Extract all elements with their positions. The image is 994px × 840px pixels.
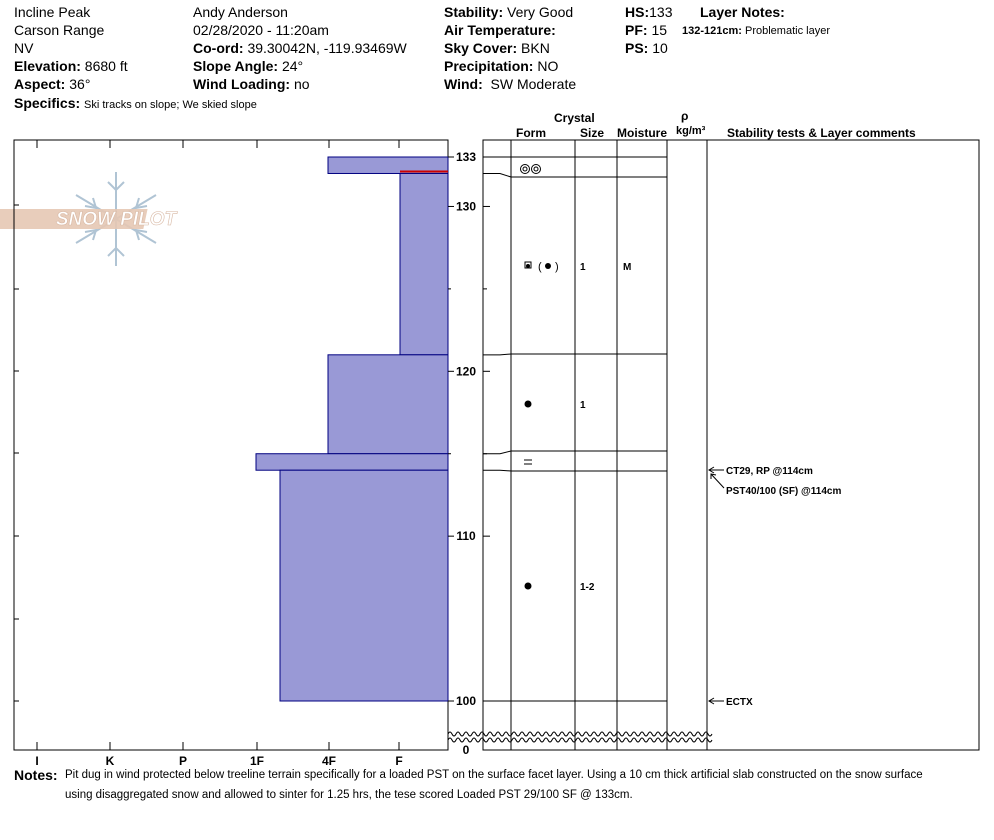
- hardness-axis-label: 1F: [250, 754, 264, 768]
- notes-line-1: Pit dug in wind protected below treeline…: [65, 769, 923, 781]
- form-header: Form: [516, 126, 546, 140]
- hardness-axis-label: 4F: [322, 754, 336, 768]
- moisture-value: M: [623, 262, 631, 273]
- hardness-layer-bar: [279, 469, 449, 702]
- hardness-layer-bar: [327, 354, 449, 455]
- hardness-layer-bar: [327, 156, 449, 174]
- notes-line-2: using disaggregated snow and allowed to …: [65, 789, 633, 801]
- stability-field: Stability: Very Good: [444, 4, 574, 20]
- depth-axis-label: 120: [456, 364, 476, 378]
- surface-hoar-icon: [524, 459, 532, 465]
- layer-notes-heading: Layer Notes:: [700, 4, 785, 20]
- observation-datetime: 02/28/2020 - 11:20am: [193, 22, 329, 38]
- size-header: Size: [580, 126, 605, 140]
- air-temperature-field: Air Temperature:: [444, 22, 556, 38]
- crystal-header: Crystal: [554, 111, 595, 125]
- wind-field: Wind: SW Moderate: [444, 76, 577, 92]
- axis-break-marker: [447, 731, 713, 743]
- melt-freeze-icon: [520, 164, 541, 174]
- logo-text: SNOW PILOT: [56, 209, 178, 230]
- depth-axis-label: 0: [463, 743, 470, 757]
- coordinate-field: Co-ord: 39.30042N, -119.93469W: [193, 40, 407, 56]
- sky-cover-field: Sky Cover: BKN: [444, 40, 550, 56]
- pf-field: PF: 15: [625, 22, 668, 38]
- precipitation-field: Precipitation: NO: [444, 58, 559, 74]
- grain-form-symbols: ( ): [520, 164, 559, 590]
- depth-axis-label: 130: [456, 199, 476, 213]
- density-unit: kg/m³: [676, 125, 706, 137]
- state-name: NV: [14, 40, 34, 56]
- location-name: Incline Peak: [14, 4, 91, 20]
- hardness-layer-bar: [399, 172, 449, 356]
- hardness-axis-label: P: [179, 754, 187, 768]
- hardness-axis-label: I: [35, 754, 38, 768]
- layer-note: 132-121cm: Problematic layer: [682, 25, 830, 37]
- size-value: 1: [580, 400, 586, 411]
- observer-name: Andy Anderson: [193, 4, 288, 20]
- layer-table-columns: [510, 140, 708, 750]
- slope-angle-field: Slope Angle: 24°: [193, 58, 304, 74]
- moisture-header: Moisture: [617, 126, 668, 140]
- hardness-axis-label: F: [395, 754, 402, 768]
- stability-test-ct: CT29, RP @114cm: [726, 466, 813, 477]
- size-value: 1: [580, 262, 586, 273]
- hardness-layer-bar: [255, 453, 449, 471]
- snowpilot-logo: SNOW PILOT: [0, 172, 178, 266]
- hs-field: HS:133: [625, 4, 673, 20]
- rounding-facet-icon: ( ): [524, 261, 559, 273]
- range-name: Carson Range: [14, 22, 105, 38]
- stability-header: Stability tests & Layer comments: [727, 126, 916, 140]
- depth-axis-label: 133: [456, 150, 476, 164]
- size-value: 1-2: [580, 582, 595, 593]
- layer-table-frame: [482, 139, 980, 751]
- elevation-field: Elevation: 8680 ft: [14, 58, 128, 74]
- wind-loading-field: Wind Loading: no: [193, 76, 310, 92]
- svg-text:(: (: [538, 261, 542, 273]
- svg-text:): ): [555, 261, 559, 273]
- ps-field: PS: 10: [625, 40, 668, 56]
- rounded-grain-icon: [524, 582, 532, 590]
- rounded-grain-icon: [524, 400, 532, 408]
- stability-test-ect: ECTX: [726, 697, 753, 708]
- stability-test-arrows: [708, 466, 725, 705]
- hardness-axis-label: K: [106, 754, 115, 768]
- stability-test-pst: PST40/100 (SF) @114cm: [726, 486, 841, 497]
- aspect-field: Aspect: 36°: [14, 76, 91, 92]
- specifics-field: Specifics: Ski tracks on slope; We skied…: [14, 95, 257, 111]
- density-symbol: ρ: [681, 109, 689, 123]
- depth-axis-label: 110: [456, 529, 476, 543]
- notes-label: Notes:: [14, 767, 58, 783]
- depth-axis-label: 100: [456, 694, 476, 708]
